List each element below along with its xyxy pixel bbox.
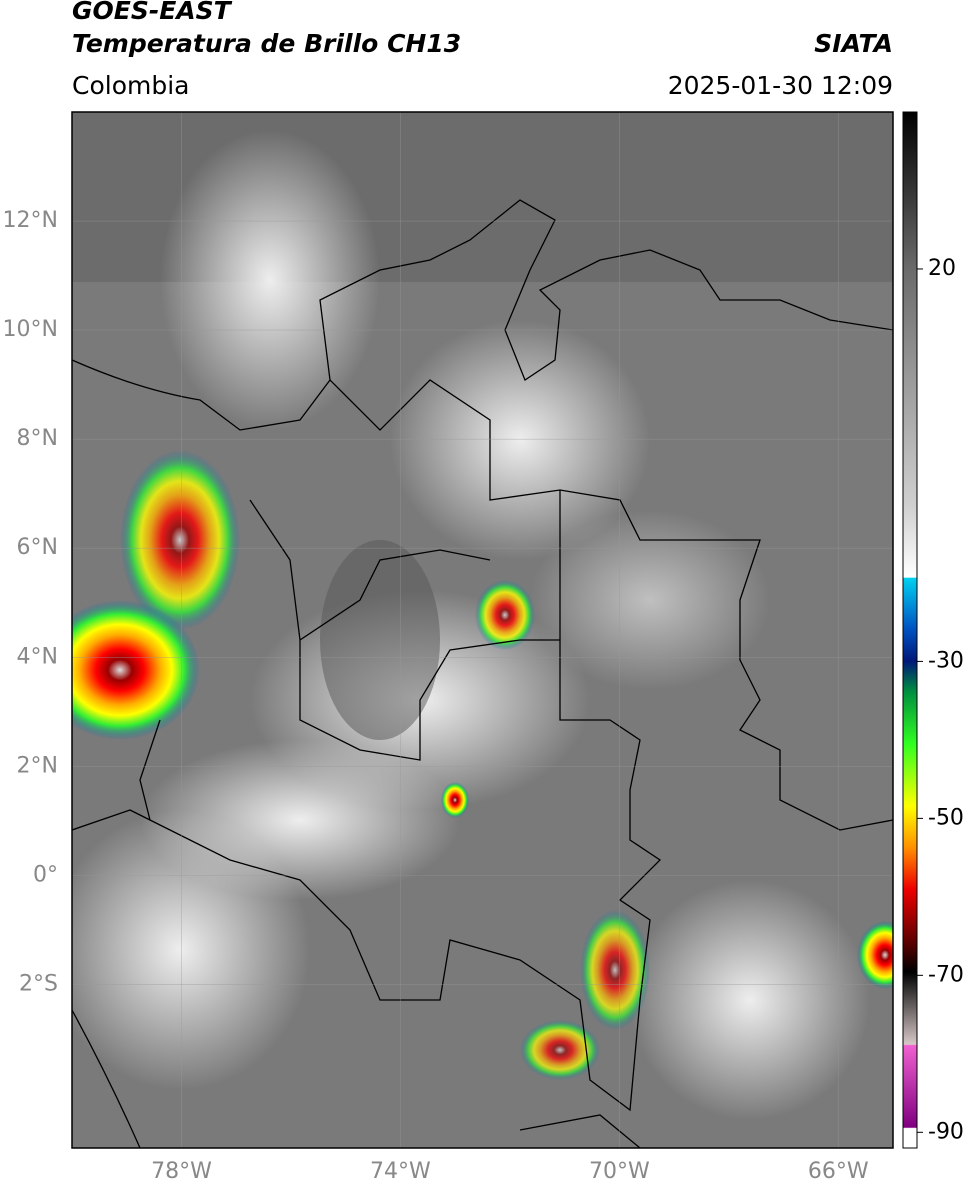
x-tick-label: 66°W	[808, 1159, 869, 1184]
datetime: 2025-01-30 12:09	[668, 71, 893, 100]
subtitle: Temperatura de Brillo CH13	[72, 29, 461, 58]
y-tick-label: 10°N	[3, 317, 58, 342]
y-tick-label: 2°S	[19, 971, 58, 996]
colorbar-tick-label: 20	[928, 256, 956, 281]
x-tick-label: 78°W	[151, 1159, 212, 1184]
y-tick-label: 0°	[33, 862, 58, 887]
map-frame	[71, 111, 894, 1149]
x-tick-label: 74°W	[370, 1159, 431, 1184]
y-tick-label: 12°N	[3, 208, 58, 233]
colorbar-tick-label: -70	[928, 962, 964, 987]
y-tick-label: 6°N	[17, 535, 58, 560]
title: GOES-EAST	[72, 0, 233, 25]
colorbar-tick-label: -50	[928, 805, 964, 830]
y-tick-label: 4°N	[17, 644, 58, 669]
colorbar	[902, 111, 918, 1149]
region: Colombia	[72, 71, 189, 100]
y-tick-label: 8°N	[17, 426, 58, 451]
x-tick-label: 70°W	[589, 1159, 650, 1184]
colorbar-tick-label: -30	[928, 648, 964, 673]
satellite-image	[72, 112, 893, 1148]
colorbar-tick-label: -90	[928, 1119, 964, 1144]
source: SIATA	[814, 29, 893, 58]
y-tick-label: 2°N	[17, 753, 58, 778]
